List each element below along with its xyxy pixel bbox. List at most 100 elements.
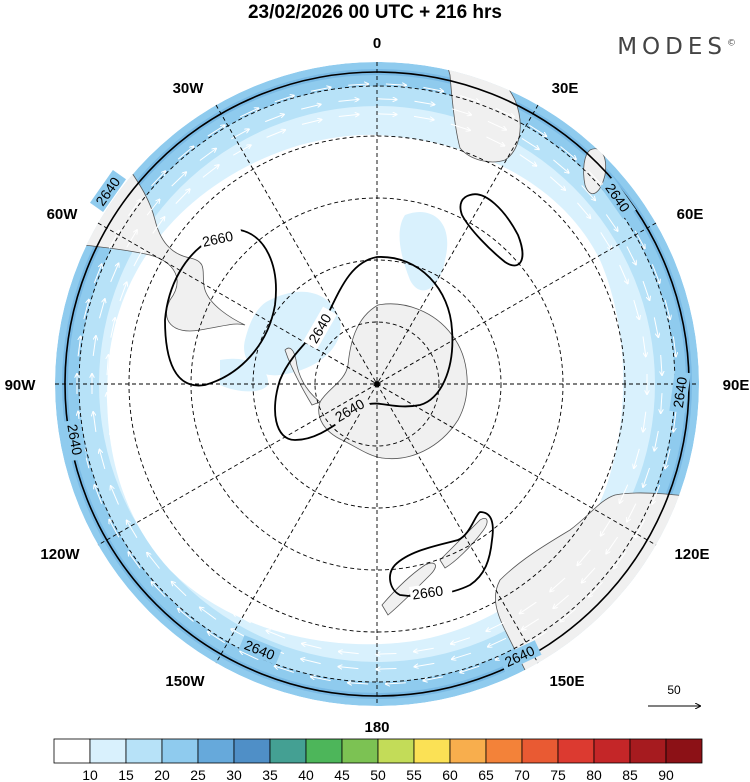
contour-label: 2660 (201, 228, 235, 250)
wind-arrow (338, 114, 359, 116)
wind-arrow (175, 189, 190, 204)
wind-arrow (200, 608, 217, 620)
wind-arrow (385, 84, 406, 85)
lon-label-150e: 150E (549, 673, 584, 690)
colorbar-tick-label: 55 (406, 767, 422, 782)
brand-logo: MODES© (617, 34, 736, 60)
wind-arrow (561, 608, 577, 622)
wind-arrow (553, 159, 568, 173)
wind-arrow (413, 115, 434, 119)
wind-arrow (529, 124, 546, 136)
wind-arrow (451, 108, 471, 115)
wind-arrow (549, 176, 565, 190)
contour-label: 2640 (64, 423, 85, 457)
wind-arrow (178, 609, 194, 622)
wind-arrow (495, 107, 514, 117)
contour-label: 2660 (411, 582, 444, 602)
wind-arrow (642, 336, 646, 357)
wind-arrow (606, 536, 619, 553)
contour-label: 2640 (670, 376, 690, 409)
wind-arrow (634, 230, 645, 249)
colorbar-swatch (665, 738, 703, 764)
wind-arrow (339, 652, 359, 654)
wind-arrow (620, 484, 629, 503)
south-pole-marker (374, 381, 380, 387)
wind-arrow (107, 393, 108, 413)
colorbar-tick-label: 45 (334, 767, 350, 782)
wind-arrow (376, 99, 397, 100)
colorbar-swatch (377, 738, 415, 764)
wind-arrow (486, 136, 504, 146)
wind-arrow (634, 448, 640, 468)
wind-arrow (450, 123, 470, 130)
wind-arrow (661, 354, 662, 375)
wind-arrow (661, 393, 662, 413)
colorbar-tick-label: 20 (154, 767, 170, 782)
wind-arrow (107, 355, 108, 376)
lon-label-120w: 120W (40, 546, 80, 563)
wind-arrow (240, 651, 259, 661)
wind-arrow (133, 248, 143, 267)
map-title: 23/02/2026 00 UTC + 216 hrs (247, 2, 503, 23)
wind-arrow (654, 430, 659, 451)
wind-arrow (642, 280, 650, 300)
wind-arrow (127, 200, 140, 217)
wind-arrow (111, 486, 119, 505)
brand-mark: © (727, 38, 736, 49)
colorbar-swatch (413, 738, 451, 764)
wind-arrow (672, 336, 676, 357)
wind-arrow (348, 84, 368, 85)
wind-arrow (633, 299, 640, 319)
wind-arrow (110, 264, 119, 283)
wind-vectors (77, 84, 677, 684)
wind-arrow (177, 147, 193, 160)
colorbar-tick-label: 10 (82, 767, 98, 782)
wind-arrow (643, 467, 650, 487)
wind-arrow (146, 200, 159, 216)
colorbar-swatch (305, 738, 343, 764)
wind-arrow (488, 637, 507, 646)
wind-arrow (100, 450, 106, 470)
wind-arrow (302, 644, 322, 649)
colorbar-tick-label: 40 (298, 767, 314, 782)
colorbar-swatch (197, 738, 235, 764)
wind-arrow (176, 564, 191, 580)
wind-arrow (147, 553, 160, 569)
wind-arrow (310, 87, 331, 92)
wind-arrow (93, 264, 101, 284)
lon-label-60e: 60E (677, 206, 704, 223)
polar-map: 2640 2640 2640 2640 2640 2660 2640 2640 … (5, 35, 750, 736)
wind-arrow (239, 108, 258, 118)
wind-arrow (376, 654, 397, 655)
brand-text: MODES (617, 34, 727, 60)
wind-arrow (522, 618, 540, 630)
wind-arrow (108, 231, 119, 249)
wind-arrow (93, 412, 97, 432)
wind-arrow (553, 594, 569, 608)
wind-arrow (460, 665, 480, 672)
wind-arrow (673, 411, 677, 432)
wind-arrow (651, 264, 659, 283)
wind-arrow (109, 520, 120, 538)
colorbar-swatch (341, 738, 379, 764)
wind-arrow (414, 647, 434, 651)
wind-arrow (664, 299, 670, 319)
colorbar-swatch (593, 738, 631, 764)
colorbar-swatch (161, 738, 199, 764)
colorbar-tick-label: 90 (658, 767, 674, 782)
wind-arrow (520, 601, 537, 613)
wind-arrow (614, 551, 627, 568)
wind-arrow (423, 86, 443, 91)
wind-arrow (386, 683, 406, 684)
new-zealand-south (381, 562, 436, 616)
wind-arrow (301, 120, 321, 125)
wind-arrow (452, 652, 472, 659)
colorbar-tick-label: 80 (586, 767, 602, 782)
wind-arrow (207, 125, 225, 137)
wind-arrow (653, 317, 658, 337)
wind-arrow (152, 582, 166, 598)
wind-arrow (423, 676, 444, 681)
wind-arrow (348, 683, 369, 684)
colorbar-swatch (521, 738, 559, 764)
wind-arrow (311, 677, 331, 682)
